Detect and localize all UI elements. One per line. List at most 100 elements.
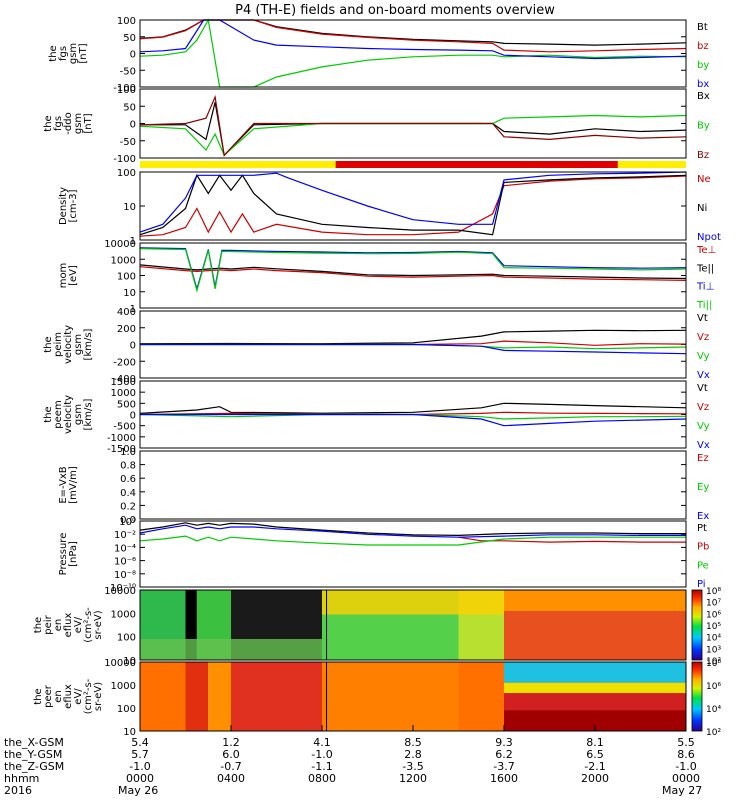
ytick-label: 1	[130, 304, 136, 315]
legend-Vt: Vt	[697, 313, 708, 324]
ytick-label: 1000	[111, 388, 136, 399]
xaxis-row-label: hhmm	[4, 772, 39, 785]
xtick-coord: -1.1	[311, 760, 332, 773]
panel-fgs_sm: thefgs-ddogsm[nT] 100 50 0 -50 -100 Bx By Bz	[43, 85, 710, 165]
ytick-label: 10	[123, 202, 136, 213]
panel-peim_vel: thepeimvelocitygsm[km/s] 400 200 0 -200 -400 V…	[43, 307, 710, 385]
xaxis-row-label: the_X-GSM	[4, 736, 64, 749]
ytick-label: 0.6	[120, 474, 136, 485]
ytick-label: -50	[120, 66, 136, 77]
panel-frame	[139, 589, 687, 661]
series-line-by	[139, 18, 687, 88]
heatmap-cell	[140, 662, 186, 731]
ytick-label: 0	[130, 50, 136, 61]
ytick-label: 10⁻²	[114, 530, 136, 541]
legend-Te||: Te||	[696, 263, 714, 274]
xtick-coord: 5.4	[131, 736, 149, 749]
ytick-label: 500	[117, 399, 136, 410]
xtick-coord: -1.0	[675, 760, 696, 773]
xtick-label: 0000	[672, 772, 700, 785]
heatmap-cell	[322, 590, 504, 615]
ytick-label: 1.0	[120, 447, 136, 458]
panel-peer: thepeerenefluxeV/(cm²-s-sr-eV)1000010001…	[33, 658, 721, 738]
xtick-coord: 8.6	[677, 748, 695, 761]
legend-Ne: Ne	[697, 174, 711, 185]
panel-frame	[139, 88, 687, 159]
heatmap-cell	[504, 682, 686, 694]
ylabel-line: [km/s]	[83, 398, 94, 430]
ylabel-line: [nT]	[83, 113, 94, 133]
legend-By: By	[697, 121, 710, 132]
xtick-coord: -3.5	[402, 760, 423, 773]
ylabel-line: fgs	[58, 46, 69, 61]
ylabel-peem_vel: thepeemvelocitygsm[km/s]	[43, 395, 94, 434]
panel-frame	[139, 19, 687, 88]
xtick-coord: -2.1	[584, 760, 605, 773]
legend-Vy: Vy	[697, 351, 710, 362]
ylabel-line: peir	[43, 614, 54, 634]
panel-pressure: Pressure[nPa] 10⁰ 10⁻² 10⁻⁴ 10⁻⁶ 10⁻⁸ 10⁻¹⁰ Pt P…	[58, 517, 709, 594]
ytick-label: 10	[123, 656, 136, 667]
xtick-coord: 5.5	[677, 736, 695, 749]
xtick-coord: -0.7	[220, 760, 241, 773]
xtick-coord: 2.8	[404, 748, 422, 761]
xtick-coord: 6.2	[495, 748, 513, 761]
ylabel-pressure: Pressure[nPa]	[58, 533, 79, 576]
legend-Ex: Ex	[697, 511, 709, 522]
ylabel-line: peem	[53, 400, 64, 428]
legend-Bx: Bx	[697, 91, 710, 102]
xtick-coord: 9.3	[495, 736, 513, 749]
ytick-label: 10⁻⁸	[114, 570, 136, 581]
ytick-label: 10000	[104, 586, 136, 597]
series-line-Bx	[140, 102, 687, 157]
colorbar	[691, 661, 703, 732]
ytick-label: 1	[130, 236, 136, 247]
ytick-label: -200	[113, 357, 136, 368]
ytick-label: 10000	[104, 658, 136, 669]
series-line-Npot	[139, 171, 687, 233]
ytick-label: 1500	[111, 377, 136, 388]
heatmap-cell	[322, 662, 459, 731]
colorbar-tick: 10⁸	[706, 587, 721, 597]
ylabel-temp: mom[eV]	[58, 263, 79, 289]
heatmap-cell	[458, 662, 504, 731]
ylabel-line: sr-eV)	[93, 682, 104, 711]
ytick-label: 100	[117, 272, 136, 283]
date-start: May 26	[118, 784, 158, 797]
ytick-label: 0	[130, 341, 136, 352]
legend-Pi: Pi	[697, 579, 706, 590]
ytick-label: 1000	[111, 255, 136, 266]
series-line-Ni	[139, 173, 687, 236]
ylabel-line: (cm²-s-	[83, 678, 94, 714]
series-line-Te⊥	[139, 266, 687, 281]
ylabel-fgs: thefgsgsm[nT]	[48, 43, 89, 64]
ylabel-line: the	[43, 406, 54, 422]
colorbar-tick: 10⁵	[706, 622, 721, 632]
ytick-label: 10	[123, 288, 136, 299]
ytick-label: 1000	[111, 681, 136, 692]
heatmap-cell	[504, 710, 686, 731]
series-line-Pb	[458, 536, 686, 543]
series-line-bx	[139, 19, 687, 60]
legend-Ti||: Ti||	[696, 300, 712, 311]
ytick-label: 10⁻⁶	[114, 557, 136, 568]
colorbar-tick: 10²	[706, 728, 721, 738]
panel-frame	[139, 242, 687, 309]
ytick-label: 0	[130, 411, 136, 422]
legend-bz: bz	[697, 41, 709, 52]
legend-Vz: Vz	[697, 402, 709, 413]
legend-Ey: Ey	[697, 482, 709, 493]
ylabel-line: E=-VxB	[58, 466, 69, 503]
ylabel-line: peim	[53, 332, 64, 357]
ytick-label: 100	[117, 168, 136, 179]
ylabel-line: the	[33, 617, 44, 633]
panel-peir: thepeirenefluxeV/(cm²-s-sr-eV)1000010001…	[33, 586, 721, 667]
legend-Te⊥: Te⊥	[696, 245, 716, 256]
xaxis-row-label: 2016	[4, 784, 32, 797]
colorbar-tick: 10⁸	[706, 659, 721, 669]
colorbar-tick: 10⁶	[706, 682, 721, 692]
ylabel-line: [nT]	[78, 43, 89, 63]
ylabel-peim_vel: thepeimvelocitygsm[km/s]	[43, 325, 94, 364]
xaxis-row-label: the_Y-GSM	[4, 748, 62, 761]
ytick-label: 100	[117, 16, 136, 27]
